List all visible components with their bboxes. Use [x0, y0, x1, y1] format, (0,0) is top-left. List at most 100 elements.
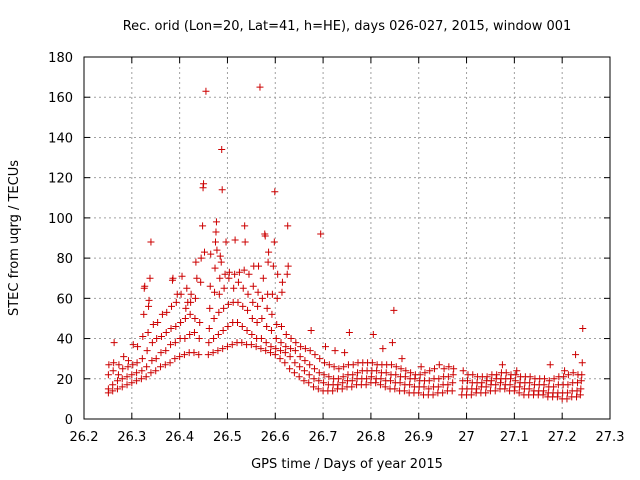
data-point	[515, 389, 523, 397]
data-point	[363, 375, 371, 383]
data-point	[291, 347, 299, 355]
data-point	[310, 375, 318, 383]
data-point	[564, 381, 572, 389]
data-point	[190, 349, 198, 357]
data-point	[267, 327, 275, 335]
data-point	[277, 322, 285, 330]
y-tick-label: 100	[48, 212, 73, 227]
data-point	[262, 339, 270, 347]
data-point	[487, 377, 495, 385]
data-point	[186, 310, 194, 318]
data-point	[145, 296, 153, 304]
data-point	[118, 375, 126, 383]
data-point	[274, 270, 282, 278]
data-point	[426, 367, 434, 375]
data-point	[241, 238, 249, 246]
data-point	[113, 385, 121, 393]
data-point	[181, 314, 189, 322]
data-point	[128, 371, 136, 379]
data-point	[183, 284, 191, 292]
data-point	[180, 351, 188, 359]
data-point	[248, 331, 256, 339]
data-point	[348, 377, 356, 385]
data-point	[449, 379, 457, 387]
data-point	[228, 341, 236, 349]
data-point	[205, 339, 213, 347]
data-point	[177, 290, 185, 298]
data-point	[200, 180, 208, 188]
data-point	[449, 371, 457, 379]
data-point	[278, 288, 286, 296]
x-tick-label: 26.4	[165, 430, 194, 445]
data-point	[563, 389, 571, 397]
data-point	[219, 345, 227, 353]
data-point	[128, 379, 136, 387]
data-point	[177, 318, 185, 326]
data-point	[435, 375, 443, 383]
data-point	[278, 278, 286, 286]
data-point	[215, 308, 223, 316]
data-point	[201, 248, 209, 256]
data-point	[338, 385, 346, 393]
data-point	[206, 304, 214, 312]
data-point	[172, 322, 180, 330]
data-point	[213, 246, 221, 254]
data-point	[162, 329, 170, 337]
data-point	[239, 284, 247, 292]
x-tick-label: 26.8	[356, 430, 385, 445]
data-point	[321, 343, 329, 351]
axis-ticks	[83, 56, 611, 420]
data-point	[123, 373, 131, 381]
data-point	[388, 339, 396, 347]
data-point	[205, 325, 213, 332]
data-point	[373, 367, 381, 375]
data-point	[402, 367, 410, 375]
chart-title: Rec. orid (Lon=20, Lat=41, h=HE), days 0…	[123, 19, 572, 34]
data-point	[187, 290, 195, 298]
data-point	[284, 262, 292, 270]
data-point	[392, 363, 400, 371]
data-point	[166, 359, 174, 367]
x-tick-label: 27.3	[596, 430, 625, 445]
data-point	[264, 258, 272, 266]
data-point	[573, 393, 581, 401]
data-point	[146, 274, 154, 282]
data-point	[292, 339, 300, 347]
data-point	[576, 391, 584, 399]
data-point	[163, 308, 171, 316]
data-point	[266, 349, 274, 357]
data-point	[325, 361, 333, 369]
data-point	[249, 282, 257, 290]
data-point	[296, 353, 304, 361]
data-point	[109, 367, 117, 375]
data-point	[254, 302, 262, 310]
data-point	[224, 300, 232, 308]
data-point	[192, 258, 200, 266]
data-point	[563, 395, 571, 403]
data-point	[459, 367, 467, 375]
data-point	[564, 371, 572, 379]
y-tick-label: 140	[48, 131, 73, 146]
data-point	[506, 381, 514, 389]
data-point	[252, 343, 260, 351]
data-point	[154, 318, 162, 326]
data-point	[440, 365, 448, 373]
data-point	[195, 351, 203, 359]
data-point	[540, 381, 548, 389]
data-point	[219, 327, 227, 335]
data-point	[579, 325, 587, 332]
data-point	[143, 363, 151, 371]
data-point	[320, 379, 328, 387]
x-tick-label: 27	[458, 430, 475, 445]
data-point	[379, 345, 387, 353]
data-point	[133, 377, 141, 385]
data-point	[243, 327, 251, 335]
data-point	[119, 365, 127, 373]
plot-frame	[83, 56, 611, 420]
data-point	[401, 373, 409, 381]
data-point	[483, 373, 491, 381]
data-point	[277, 339, 285, 347]
data-point	[262, 347, 270, 355]
data-point	[511, 377, 519, 385]
data-point	[448, 387, 456, 395]
